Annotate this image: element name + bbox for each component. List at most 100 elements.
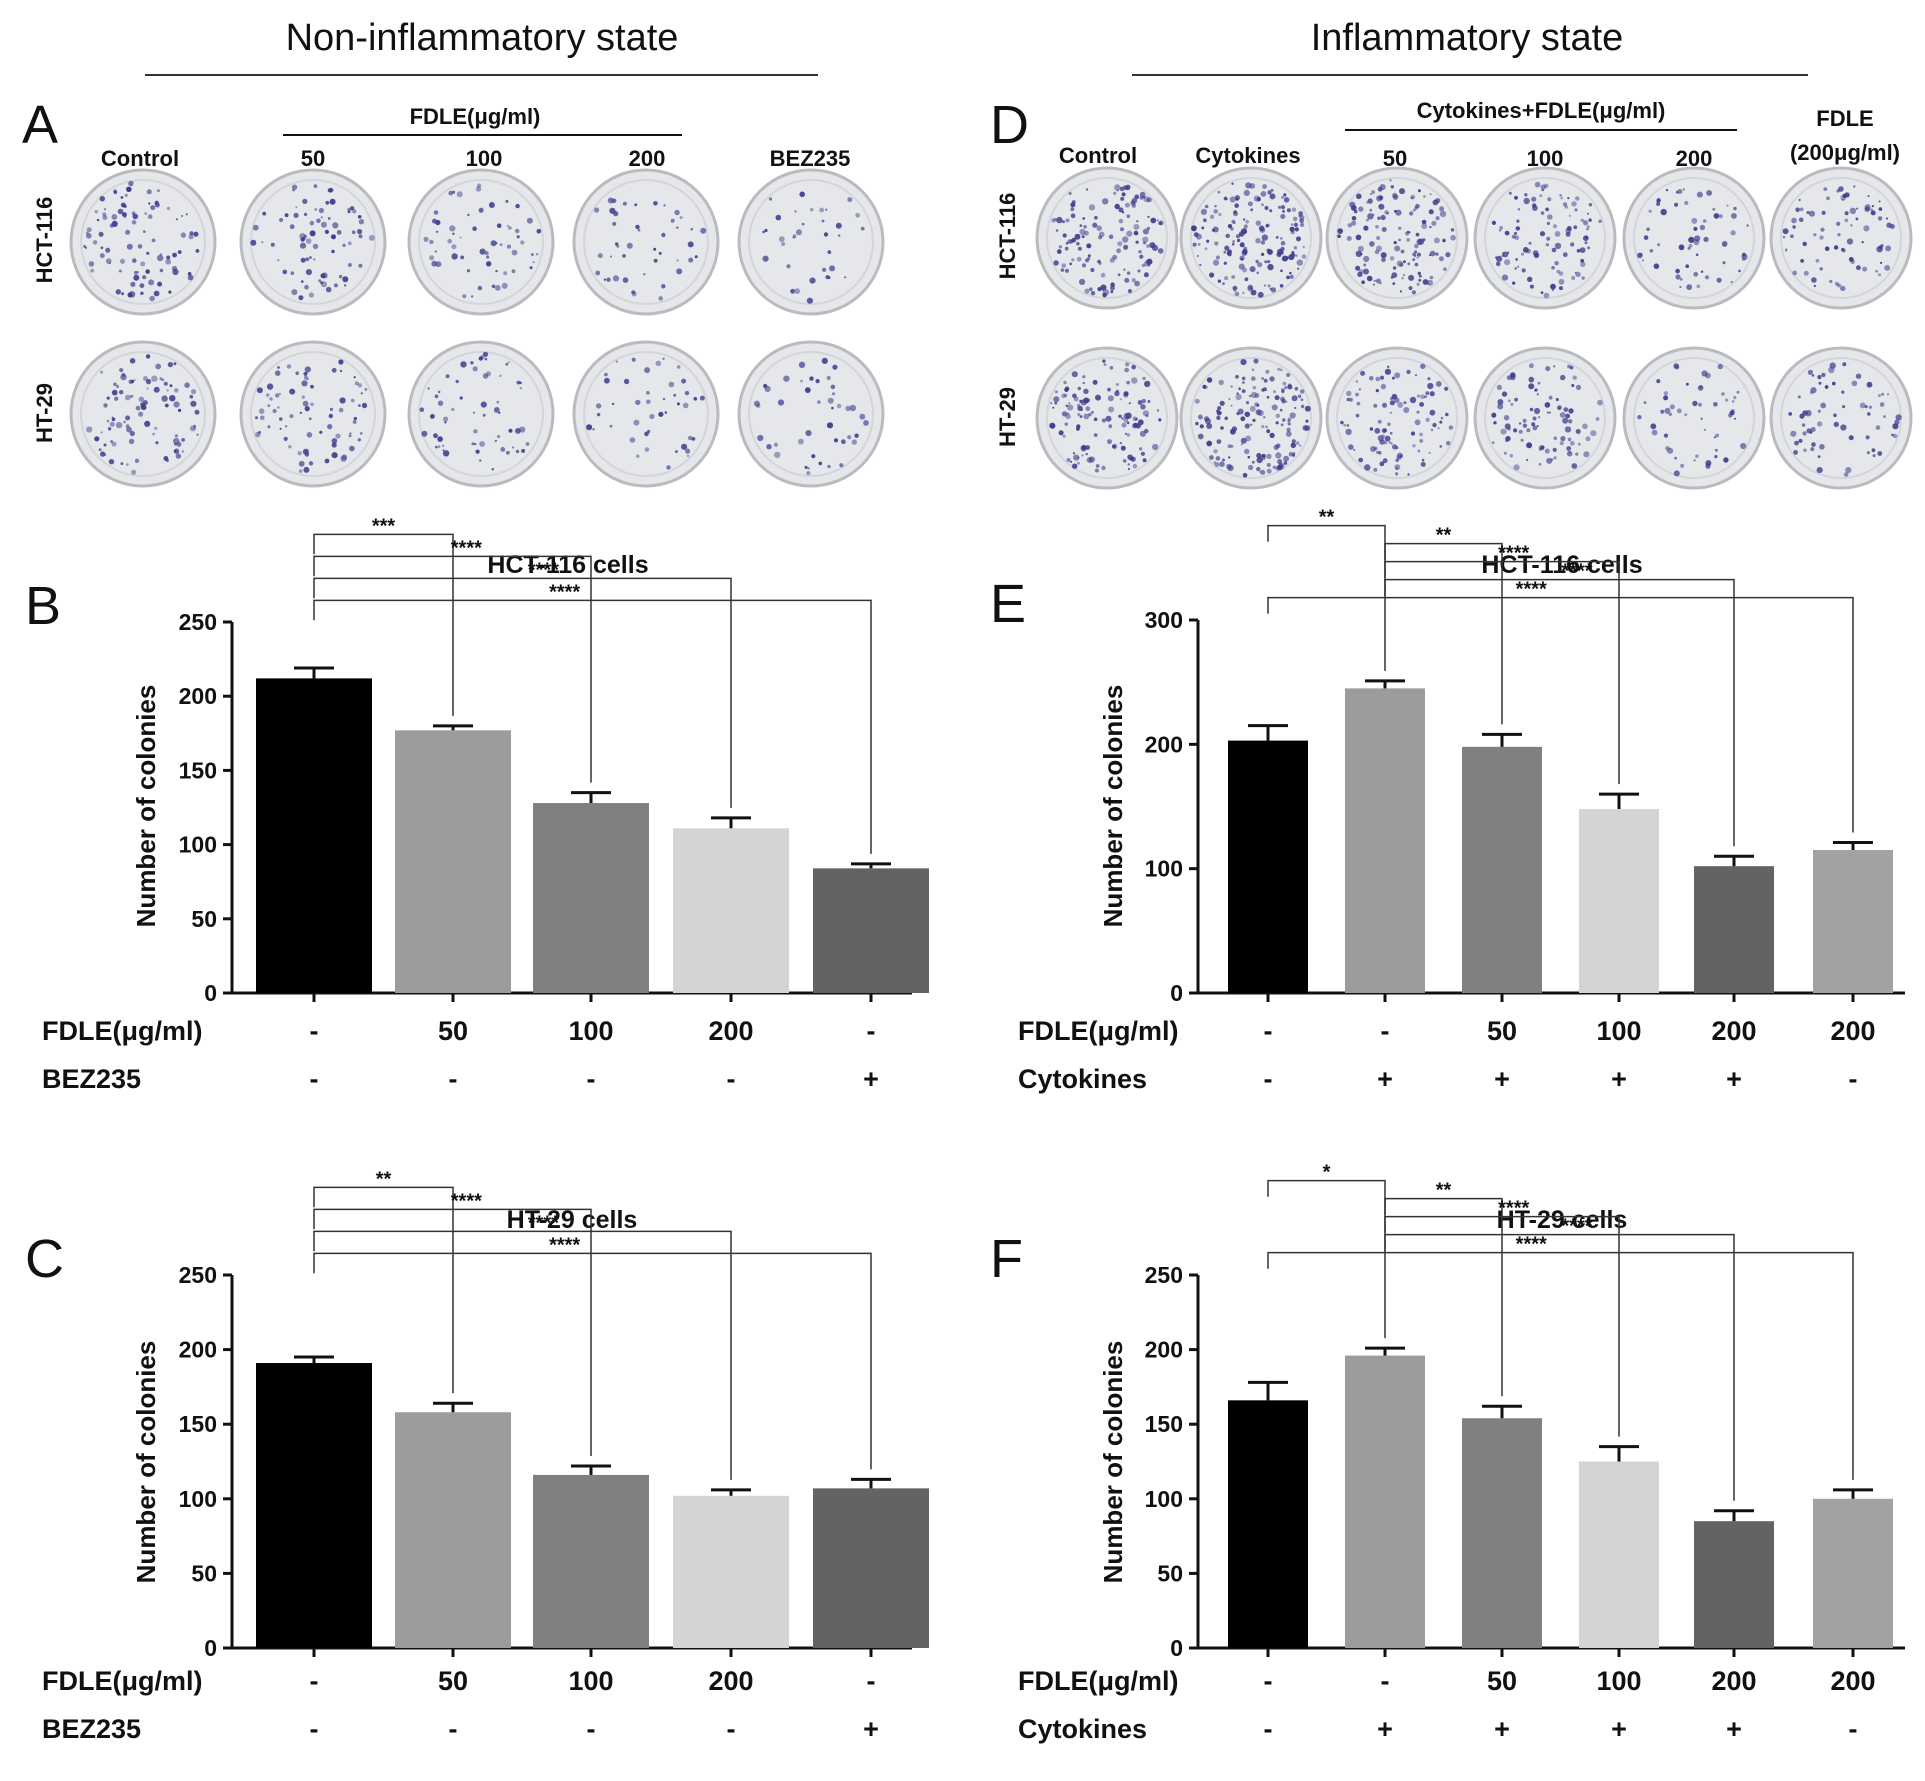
colony-dot	[1081, 444, 1087, 451]
colony-dot	[1275, 452, 1282, 459]
colony-dot	[1387, 365, 1390, 368]
colony-dot	[633, 419, 640, 426]
colony-dot	[1261, 425, 1265, 429]
colony-dot	[1141, 263, 1146, 268]
colony-dot	[1537, 381, 1541, 385]
colony-dot	[1497, 399, 1504, 405]
colony-dot	[826, 422, 834, 429]
bar	[813, 868, 929, 993]
colony-dot	[304, 375, 308, 380]
colony-dot	[1875, 270, 1878, 273]
colony-dot	[169, 384, 173, 388]
colony-dot	[1526, 458, 1529, 462]
colony-dot	[1240, 359, 1247, 366]
treatment-value: -	[867, 1666, 876, 1696]
colony-dot	[1840, 285, 1846, 292]
colony-dot	[1435, 252, 1439, 256]
colony-dot	[357, 383, 363, 388]
colony-dot	[1574, 208, 1578, 212]
colony-dot	[433, 433, 438, 439]
colony-dot	[172, 268, 179, 276]
colony-dot	[1418, 278, 1422, 282]
colony-dot	[1703, 428, 1706, 431]
colony-dot	[1083, 225, 1087, 229]
panel-letter: F	[990, 1229, 1023, 1289]
colony-dot	[1373, 279, 1376, 282]
colony-dot	[661, 284, 666, 289]
colony-dot	[1234, 195, 1240, 201]
colony-dot	[1098, 262, 1102, 265]
colony-dot	[1367, 213, 1374, 220]
colony-dot	[1270, 287, 1277, 293]
colony-dot	[1300, 404, 1305, 409]
colony-dot	[172, 252, 178, 258]
colony-dot	[484, 251, 489, 256]
colony-dot	[1081, 454, 1084, 457]
colony-dot	[1133, 230, 1139, 236]
y-axis-label: Number of colonies	[1098, 1341, 1128, 1584]
colony-dot	[1546, 411, 1550, 414]
colony-plate	[1622, 166, 1766, 310]
colony-dot	[301, 280, 304, 283]
colony-dot	[1228, 398, 1231, 400]
colony-dot	[1195, 421, 1199, 426]
colony-dot	[1071, 258, 1075, 262]
colony-dot	[1674, 456, 1677, 460]
colony-dot	[1349, 201, 1356, 208]
colony-dot	[1721, 240, 1728, 247]
colony-dot	[1124, 202, 1130, 208]
colony-dot	[1286, 427, 1291, 432]
colony-dot	[1558, 286, 1563, 291]
colony-dot	[1870, 210, 1876, 216]
colony-dot	[809, 376, 814, 381]
colony-dot	[681, 443, 688, 450]
colony-dot	[1217, 279, 1222, 283]
colony-dot	[1146, 244, 1150, 248]
colony-dot	[1287, 384, 1293, 390]
colony-dot	[676, 268, 683, 275]
colony-dot	[342, 276, 349, 283]
colony-dot	[1713, 213, 1720, 219]
colony-dot	[1387, 422, 1391, 426]
colony-dot	[826, 375, 831, 381]
y-tick-label: 200	[179, 683, 217, 709]
colony-dot	[830, 384, 836, 390]
colony-dot	[1432, 199, 1439, 206]
colony-dot	[1836, 189, 1840, 193]
colony-dot	[125, 229, 131, 235]
colony-dot	[1137, 400, 1143, 405]
colony-dot	[1281, 399, 1286, 404]
significance-bracket	[313, 1230, 732, 1480]
colony-dot	[1733, 206, 1737, 211]
colony-dot	[1116, 189, 1119, 192]
colony-dot	[1233, 210, 1237, 214]
colony-dot	[427, 387, 430, 390]
colony-dot	[1079, 278, 1086, 285]
colony-dot	[1147, 264, 1150, 267]
colony-dot	[156, 189, 160, 193]
colony-dot	[94, 210, 99, 214]
colony-dot	[1227, 252, 1232, 257]
colony-dot	[1402, 260, 1406, 264]
colony-plate	[1473, 166, 1617, 310]
colony-dot	[1101, 418, 1106, 423]
colony-dot	[1399, 188, 1405, 195]
colony-dot	[1853, 185, 1856, 188]
colony-dot	[825, 208, 828, 211]
colony-dot	[1293, 222, 1299, 227]
colony-dot	[1122, 236, 1129, 243]
colony-dot	[277, 366, 280, 369]
colony-dot	[115, 384, 120, 389]
y-tick-label: 250	[1145, 1262, 1183, 1288]
colony-dot	[1880, 261, 1883, 264]
colony-dot	[1115, 383, 1119, 386]
colony-dot	[809, 277, 816, 284]
significance-label: ****	[1516, 1234, 1547, 1256]
colony-dot	[1563, 407, 1569, 412]
colony-dot	[1116, 248, 1121, 254]
colony-dot	[1884, 264, 1891, 271]
colony-dot	[98, 231, 104, 237]
colony-dot	[1064, 268, 1070, 273]
colony-dot	[1514, 235, 1520, 240]
